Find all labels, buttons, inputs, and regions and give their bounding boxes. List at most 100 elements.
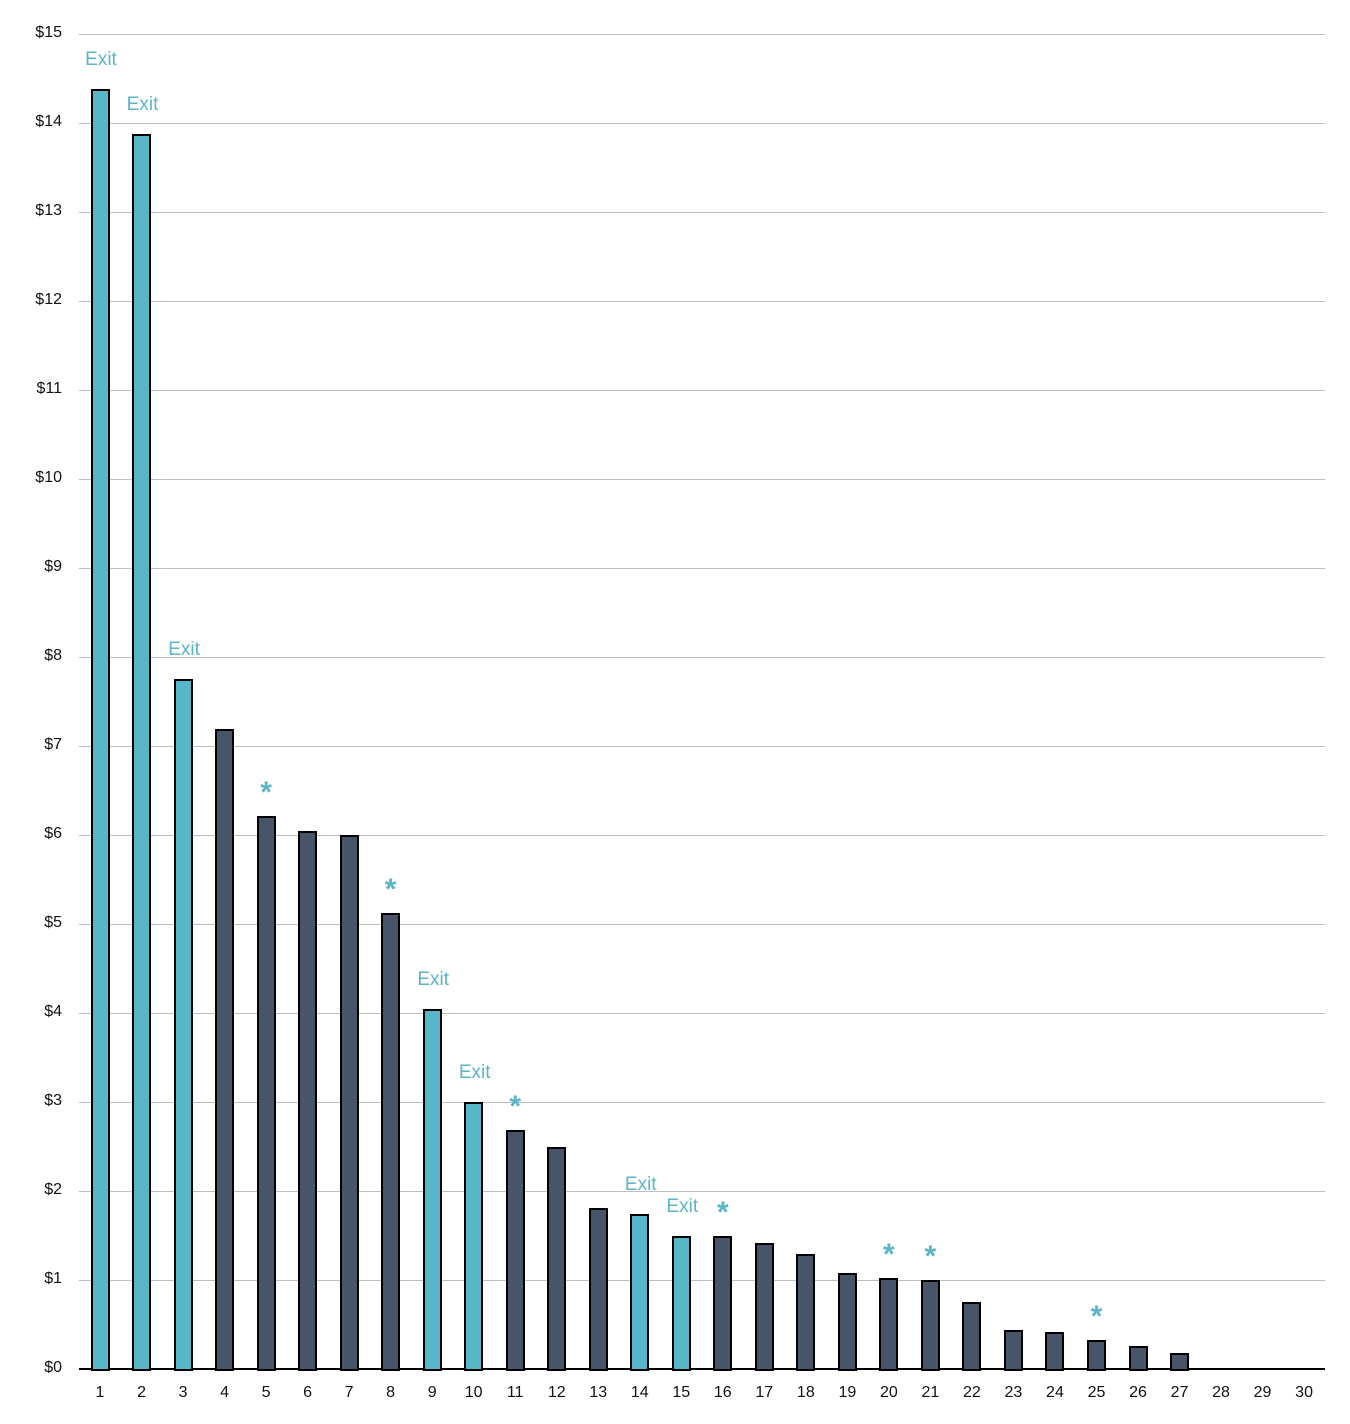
bar-20 (879, 1278, 899, 1371)
exit-annotation: Exit (85, 49, 117, 71)
bar-24 (1045, 1331, 1065, 1371)
bar-16 (713, 1236, 733, 1371)
gridline (79, 212, 1325, 213)
x-tick-label: 30 (1295, 1384, 1313, 1401)
x-axis-line (79, 1368, 1325, 1370)
bar-9 (422, 1009, 442, 1371)
bar-7 (339, 835, 359, 1371)
y-tick-label: $5 (44, 914, 62, 931)
x-tick-label: 12 (547, 1384, 566, 1401)
x-tick-label: 11 (506, 1384, 524, 1401)
x-tick-label: 18 (796, 1384, 815, 1401)
bar-14 (630, 1214, 650, 1371)
asterisk-annotation: * (924, 1240, 937, 1273)
bar-23 (1003, 1329, 1023, 1371)
x-tick-label: 16 (713, 1384, 732, 1401)
exit-annotation: Exit (666, 1196, 699, 1218)
gridline (79, 479, 1325, 480)
y-tick-label: $12 (35, 291, 62, 308)
gridline (79, 568, 1325, 569)
gridline (79, 924, 1325, 925)
x-tick-label: 23 (1004, 1384, 1023, 1401)
x-tick-label: 24 (1046, 1384, 1064, 1401)
bar-12 (547, 1146, 567, 1371)
y-tick-label: $11 (36, 380, 62, 397)
y-tick-label: $0 (44, 1359, 62, 1376)
x-tick-label: 19 (838, 1384, 857, 1401)
gridline (79, 1102, 1325, 1103)
x-tick-label: 5 (261, 1384, 271, 1401)
bar-27 (1170, 1352, 1190, 1371)
bar-26 (1128, 1345, 1148, 1371)
bar-17 (754, 1242, 774, 1371)
x-tick-label: 20 (879, 1384, 898, 1401)
x-tick-label: 27 (1170, 1384, 1189, 1401)
gridline (79, 746, 1325, 747)
y-tick-label: $14 (35, 113, 62, 130)
bar-15 (671, 1236, 691, 1371)
x-tick-label: 7 (344, 1384, 354, 1401)
bar-8 (381, 913, 401, 1371)
x-tick-label: 4 (220, 1384, 229, 1401)
bar-10 (464, 1102, 484, 1371)
gridline (79, 657, 1325, 658)
asterisk-annotation: * (509, 1089, 522, 1123)
gridline (79, 390, 1325, 391)
exit-annotation: Exit (126, 93, 159, 115)
exit-annotation: Exit (624, 1174, 657, 1196)
y-tick-label: $6 (44, 825, 62, 842)
y-tick-label: $2 (44, 1181, 62, 1198)
gridline (79, 1191, 1325, 1192)
x-tick-label: 1 (95, 1384, 105, 1401)
bar-6 (298, 831, 318, 1371)
x-tick-label: 9 (427, 1384, 437, 1401)
y-tick-label: $1 (44, 1270, 62, 1287)
exit-annotation: Exit (417, 969, 449, 991)
x-tick-label: 10 (464, 1384, 483, 1401)
x-tick-label: 15 (672, 1384, 691, 1401)
asterisk-annotation: * (384, 873, 397, 907)
gridline (79, 123, 1325, 124)
bar-1 (90, 89, 110, 1371)
x-tick-label: 25 (1087, 1384, 1106, 1401)
y-tick-label: $15 (35, 24, 62, 41)
y-tick-label: $8 (44, 647, 62, 664)
bar-22 (962, 1302, 982, 1371)
x-tick-label: 8 (386, 1384, 396, 1401)
x-tick-label: 13 (589, 1384, 608, 1401)
gridline (79, 835, 1325, 836)
bar-19 (837, 1272, 857, 1371)
x-tick-label: 17 (755, 1384, 774, 1401)
asterisk-annotation: * (260, 776, 272, 810)
x-tick-label: 6 (303, 1384, 313, 1401)
x-tick-label: 22 (963, 1384, 981, 1401)
asterisk-annotation: * (883, 1238, 895, 1272)
bar-4 (215, 729, 235, 1371)
x-tick-label: 26 (1129, 1384, 1147, 1401)
y-tick-label: $4 (44, 1003, 62, 1020)
exit-annotation: Exit (168, 639, 200, 661)
x-tick-label: 14 (630, 1384, 649, 1401)
x-tick-label: 28 (1212, 1384, 1230, 1401)
bar-5 (256, 816, 276, 1371)
gridline (79, 1280, 1325, 1281)
x-tick-label: 21 (921, 1384, 940, 1401)
y-tick-label: $7 (44, 736, 62, 753)
bar-25 (1086, 1339, 1106, 1371)
gridline (79, 34, 1325, 35)
bar-2 (132, 133, 152, 1371)
x-tick-label: 3 (178, 1384, 188, 1401)
y-tick-label: $10 (35, 469, 62, 486)
gridline (79, 1013, 1325, 1014)
bar-18 (796, 1254, 816, 1371)
x-tick-label: 29 (1253, 1384, 1272, 1401)
gridline (79, 301, 1325, 302)
bar-3 (173, 679, 193, 1371)
y-tick-label: $3 (44, 1092, 62, 1109)
asterisk-annotation: * (716, 1196, 729, 1230)
y-tick-label: $9 (44, 558, 62, 575)
exit-annotation: Exit (458, 1062, 491, 1083)
bar-13 (588, 1207, 608, 1371)
bar-21 (920, 1280, 940, 1371)
asterisk-annotation: * (1090, 1299, 1103, 1333)
